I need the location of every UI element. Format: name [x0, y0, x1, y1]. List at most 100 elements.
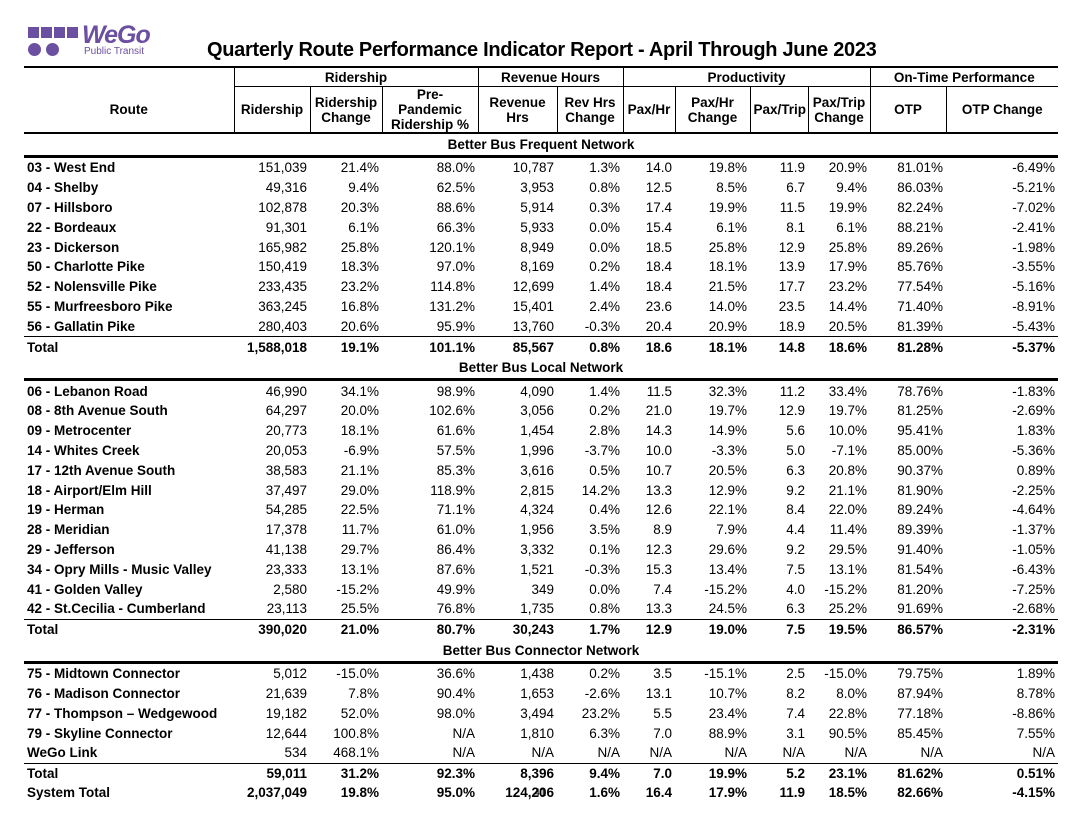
route-name: 23 - Dickerson	[27, 239, 120, 255]
table-cell: 61.0%	[436, 522, 476, 538]
table-cell: 29.5%	[828, 541, 868, 557]
table-cell: 1.89%	[1016, 666, 1056, 682]
logo-square-icon	[28, 27, 39, 38]
table-cell: 41,138	[265, 541, 307, 557]
col-header-otp: OTP	[869, 86, 947, 134]
table-cell: 6.1%	[348, 219, 379, 235]
table-cell: 10.0%	[828, 423, 868, 439]
table-cell: 124,206	[505, 785, 555, 801]
table-cell: 13.3	[645, 601, 673, 617]
table-cell: 3,953	[520, 180, 555, 196]
table-cell: 25.2%	[828, 601, 868, 617]
table-cell: 90.37%	[897, 462, 944, 478]
table-cell: 15.4	[645, 219, 673, 235]
table-cell: 19.0%	[675, 618, 751, 640]
table-cell: -8.86%	[1012, 705, 1056, 721]
route-name: 42 - St.Cecilia - Cumberland	[27, 601, 206, 617]
table-cell: 23.6	[645, 298, 673, 314]
table-cell: 1.4%	[589, 279, 621, 295]
table-cell: 14.0%	[708, 298, 748, 314]
table-cell: 0.0%	[589, 581, 621, 597]
table-cell: 5.2	[750, 762, 809, 784]
table-cell: 22.1%	[708, 502, 748, 518]
table-cell: 13.1%	[828, 561, 868, 577]
table-cell: 81.62%	[870, 762, 947, 784]
table-cell: 468.1%	[333, 745, 379, 761]
table-cell: 49.9%	[436, 581, 476, 597]
table-row: 50 - Charlotte Pike 150,419 18.3% 97.0% 8,16…	[24, 257, 1058, 277]
table-cell: 88.6%	[436, 199, 476, 215]
table-cell: 6.1%	[836, 219, 868, 235]
table-cell: 7.0	[623, 762, 676, 784]
table-cell: 17.4	[645, 199, 673, 215]
table-cell: 38,583	[265, 462, 307, 478]
table-cell: 25.5%	[340, 601, 379, 617]
table-row: 14 - Whites Creek 20,053 -6.9% 57.5% 1,996 -3…	[24, 441, 1058, 461]
route-name: 07 - Hillsboro	[27, 199, 113, 215]
table-cell: 20.8%	[828, 462, 868, 478]
section-title: Better Bus Frequent Network	[24, 133, 1059, 158]
table-cell: 9.4%	[557, 762, 624, 784]
table-cell: 80.7%	[382, 618, 479, 640]
table-cell: 534	[284, 745, 307, 761]
table-cell: 0.8%	[589, 180, 621, 196]
table-cell: 131.2%	[429, 298, 476, 314]
group-header-row: Ridership Revenue Hours Productivity On-…	[24, 66, 1059, 87]
table-cell: 57.5%	[436, 442, 476, 458]
table-cell: 100.8%	[333, 725, 379, 741]
table-cell: 1,735	[520, 601, 555, 617]
table-cell: 0.0%	[589, 239, 621, 255]
table-cell: -15.0%	[336, 666, 379, 682]
table-cell: N/A	[920, 745, 944, 761]
table-cell: 85.76%	[897, 259, 944, 275]
table-cell: 4,324	[520, 502, 555, 518]
route-name: 76 - Madison Connector	[27, 685, 181, 701]
table-row: 03 - West End 151,039 21.4% 88.0% 10,787 1.3%…	[24, 157, 1058, 178]
table-cell: 22.0%	[828, 502, 868, 518]
table-cell: 5.5	[653, 705, 673, 721]
wego-logo: WeGo Public Transit	[28, 21, 178, 61]
table-cell: 23,113	[266, 601, 307, 617]
table-cell: 11.9	[779, 160, 806, 176]
table-cell: 21.1%	[340, 462, 379, 478]
table-cell: 1,956	[520, 522, 555, 538]
table-cell: -2.41%	[1012, 219, 1056, 235]
table-cell: 13.1%	[340, 561, 379, 577]
table-cell: 20.5%	[708, 462, 748, 478]
table-cell: N/A	[452, 745, 476, 761]
table-cell: 1,588,018	[234, 336, 310, 358]
table-cell: 86.03%	[897, 180, 944, 196]
table-cell: -2.25%	[1012, 482, 1056, 498]
table-cell: 82.66%	[897, 785, 944, 801]
table-cell: 71.1%	[436, 502, 476, 518]
logo-square-icon	[41, 27, 52, 38]
table-cell: 87.6%	[436, 561, 476, 577]
table-cell: -0.3%	[584, 561, 621, 577]
table-cell: 5,914	[520, 199, 555, 215]
table-cell: 1.4%	[589, 383, 621, 399]
table-cell: 1.3%	[589, 160, 621, 176]
table-cell: 14.8	[750, 336, 809, 358]
table-cell: 97.0%	[436, 259, 476, 275]
table-cell: 90.4%	[436, 685, 476, 701]
col-header-ridership-change: Ridership Change	[309, 86, 382, 134]
report-title: Quarterly Route Performance Indicator Re…	[207, 39, 877, 61]
table-cell: -4.15%	[1012, 785, 1056, 801]
table-cell: 29.0%	[340, 482, 379, 498]
table-cell: 66.3%	[436, 219, 476, 235]
table-cell: 8.1	[786, 219, 806, 235]
table-cell: N/A	[531, 745, 555, 761]
section-total-row: Total 1,588,018 19.1% 101.1% 85,567 0.8% 18.6 1…	[24, 336, 1059, 358]
table-row: 75 - Midtown Connector 5,012 -15.0% 36.6% 1,…	[24, 662, 1058, 683]
table-cell: -2.69%	[1012, 403, 1056, 419]
table-cell: 18.6%	[808, 336, 871, 358]
table-cell: 114.8%	[430, 279, 476, 295]
table-cell: 9.4%	[836, 180, 868, 196]
route-name: 03 - West End	[27, 160, 116, 176]
table-cell: 10.7%	[708, 685, 748, 701]
table-cell: 95.41%	[897, 423, 944, 439]
table-cell: 23.2%	[340, 279, 379, 295]
page-number: 41	[533, 787, 547, 799]
table-cell: 2,580	[273, 581, 307, 597]
table-cell: 14.4%	[828, 298, 868, 314]
